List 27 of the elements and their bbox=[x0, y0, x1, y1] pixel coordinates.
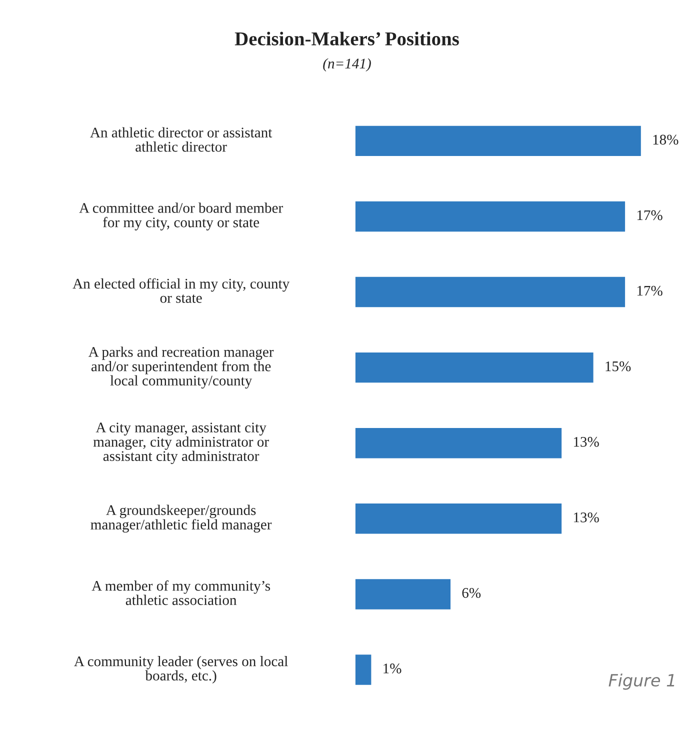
annotation: Figure 1 bbox=[608, 674, 674, 690]
chart-subtitle: (n=141) bbox=[323, 58, 371, 72]
data-label: 6% bbox=[462, 588, 481, 598]
y-tick-label: A member of my community’s athletic association bbox=[92, 580, 270, 606]
data-label: 17% bbox=[637, 210, 662, 220]
bar bbox=[355, 126, 641, 156]
y-tick-label: A committee and/or board member for my city, county or state bbox=[79, 202, 283, 230]
y-tick-label: A groundskeeper/grounds manager/athletic field manager bbox=[90, 504, 272, 533]
bar bbox=[355, 428, 562, 458]
bar bbox=[355, 201, 626, 232]
bar bbox=[355, 579, 451, 610]
bar bbox=[355, 654, 372, 685]
y-tick-label: A parks and recreation manager and/or superintendent from the local community/county bbox=[88, 346, 274, 389]
data-label: 1% bbox=[384, 664, 402, 674]
data-label: 13% bbox=[574, 512, 599, 522]
y-tick-label: An elected official in my city, county or state bbox=[72, 278, 290, 303]
y-tick-label: An athletic director or assistant athletic director bbox=[90, 127, 272, 152]
data-label: 17% bbox=[637, 286, 662, 296]
y-tick-label: A city manager, assistant city manager, city administrator or assistant city administrator bbox=[93, 422, 269, 464]
y-tick-label: A community leader (serves on local boards, etc.) bbox=[74, 656, 288, 684]
data-label: 18% bbox=[653, 134, 678, 145]
bar bbox=[355, 352, 594, 383]
bar bbox=[355, 504, 562, 534]
data-label: 15% bbox=[606, 361, 631, 372]
data-label: 13% bbox=[574, 436, 599, 447]
chart-title: Decision-Makers’ Positions bbox=[234, 32, 459, 46]
bar bbox=[355, 276, 626, 308]
